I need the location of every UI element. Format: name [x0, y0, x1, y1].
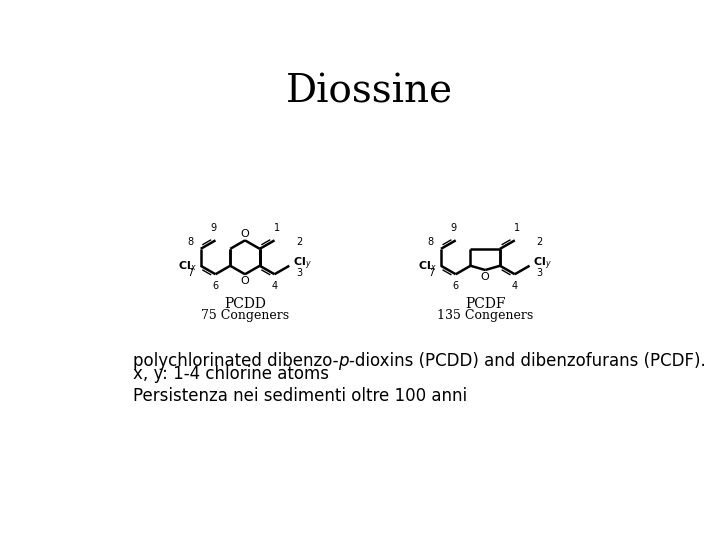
Text: polychlorinated dibenzo-: polychlorinated dibenzo-: [132, 352, 338, 370]
Text: 1: 1: [514, 224, 520, 233]
Text: 6: 6: [212, 281, 219, 291]
Text: Diossine: Diossine: [285, 73, 453, 110]
Text: 3: 3: [296, 268, 302, 278]
Text: PCDD: PCDD: [224, 298, 266, 312]
Text: 135 Congeners: 135 Congeners: [437, 309, 534, 322]
Text: Cl$_y$: Cl$_y$: [534, 256, 552, 272]
Text: 6: 6: [453, 281, 459, 291]
Text: 2: 2: [296, 237, 302, 247]
Text: p: p: [338, 352, 348, 370]
Text: -dioxins (PCDD) and dibenzofurans (PCDF).: -dioxins (PCDD) and dibenzofurans (PCDF)…: [348, 352, 706, 370]
Text: 9: 9: [450, 224, 456, 233]
Text: 8: 8: [188, 237, 194, 247]
Text: O: O: [240, 276, 249, 286]
Text: 3: 3: [536, 268, 543, 278]
Text: 4: 4: [512, 281, 518, 291]
Text: 75 Congeners: 75 Congeners: [201, 309, 289, 322]
Text: 9: 9: [210, 224, 216, 233]
Text: 7: 7: [187, 268, 194, 278]
Text: Cl$_x$: Cl$_x$: [178, 259, 197, 273]
Text: 4: 4: [271, 281, 278, 291]
Text: Cl$_x$: Cl$_x$: [418, 259, 437, 273]
Text: O: O: [481, 272, 490, 281]
Text: Cl$_y$: Cl$_y$: [293, 256, 312, 272]
Text: PCDF: PCDF: [465, 298, 505, 312]
Text: 7: 7: [428, 268, 434, 278]
Text: 2: 2: [536, 237, 543, 247]
Text: 8: 8: [428, 237, 434, 247]
Text: O: O: [240, 229, 249, 239]
Text: 1: 1: [274, 224, 280, 233]
Text: Persistenza nei sedimenti oltre 100 anni: Persistenza nei sedimenti oltre 100 anni: [132, 387, 467, 405]
Text: x, y: 1-4 chlorine atoms: x, y: 1-4 chlorine atoms: [132, 366, 328, 383]
